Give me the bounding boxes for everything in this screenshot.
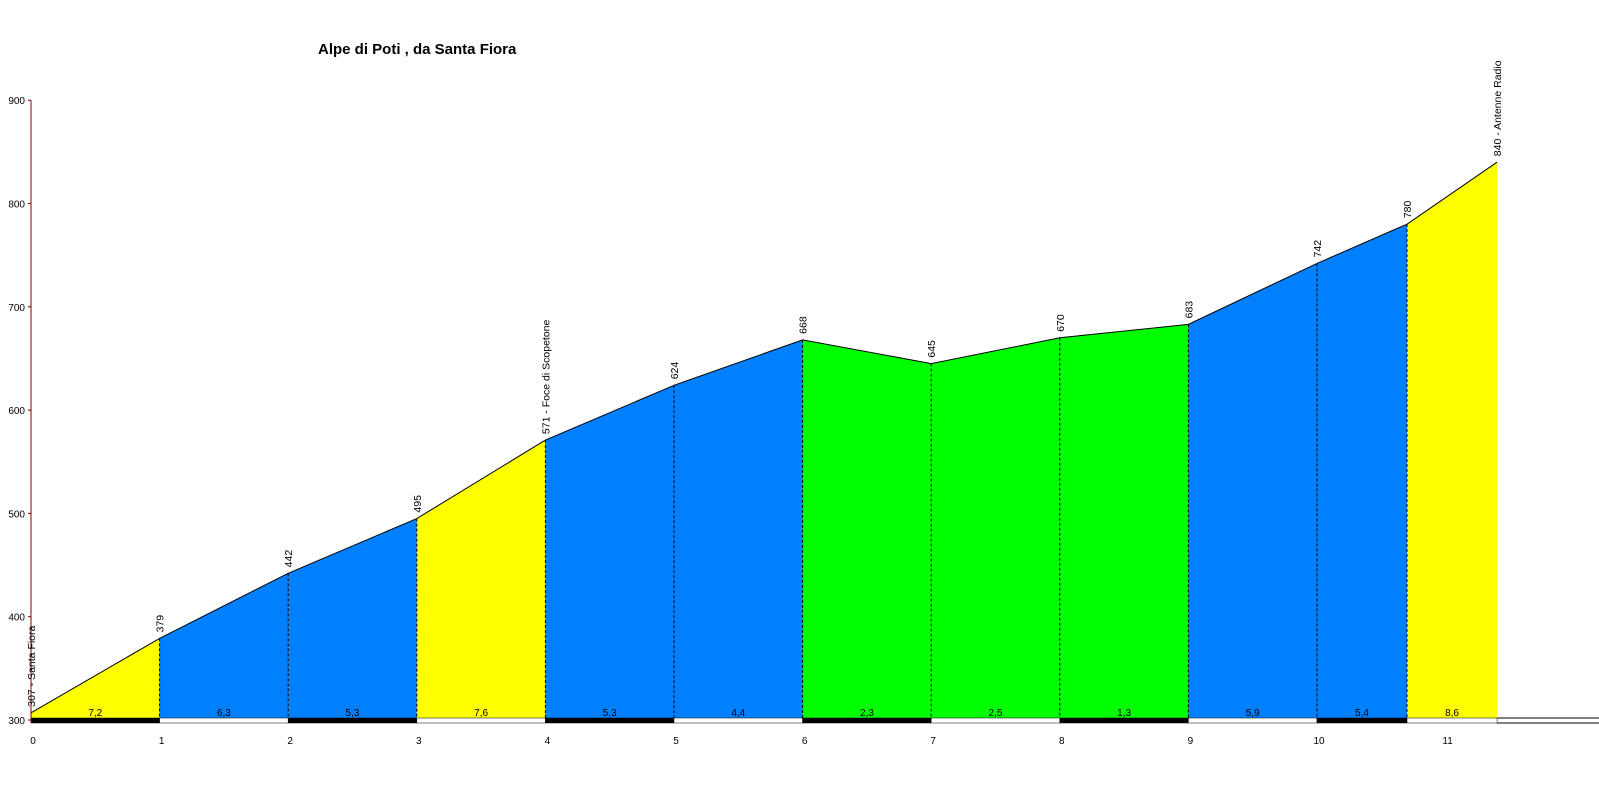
elevation-label: 495 [412,495,424,513]
segment-fill [159,573,289,720]
y-tick-label: 700 [8,303,25,314]
gradient-label: 7,2 [88,708,102,719]
x-tick-label: 1 [159,736,165,747]
segment-fill [674,339,803,720]
y-tick-label: 600 [8,406,25,417]
gradient-label: 5,3 [603,708,617,719]
segment-fill [1188,263,1317,720]
segment-fill [1407,162,1498,720]
y-tick-label: 500 [8,509,25,520]
elevation-label: 742 [1312,240,1324,258]
segment-fill [931,337,1060,720]
elevation-label: 379 [155,615,167,633]
x-tick-label: 0 [30,736,36,747]
segment-fill [802,339,932,720]
x-tick-label: 2 [287,736,293,747]
gradient-label: 4,4 [731,708,745,719]
segment-fill [545,385,674,720]
x-tick-label: 3 [416,736,422,747]
segment-fill [1317,224,1408,720]
y-tick-label: 300 [8,716,25,727]
elevation-label: 307 - Santa Fiora [26,625,38,706]
segment-fill [31,638,160,720]
gradient-label: 6,3 [217,708,231,719]
elevation-label: 645 [926,340,938,358]
gradient-label: 2,3 [860,708,874,719]
elevation-label: 668 [798,316,810,334]
x-tick-label: 8 [1059,736,1065,747]
elevation-label: 683 [1183,301,1195,319]
segment-fill [1059,324,1189,720]
gradient-label: 5,4 [1355,708,1369,719]
y-tick-label: 800 [8,200,25,211]
x-tick-label: 6 [802,736,808,747]
elevation-label: 442 [283,550,295,568]
km-bar-block [1406,717,1498,724]
gradient-label: 8,6 [1445,708,1459,719]
elevation-label: 780 [1402,200,1414,218]
x-tick-label: 7 [930,736,936,747]
gradient-label: 1,3 [1117,708,1131,719]
segment-fill [416,440,546,720]
elevation-label: 840 - Antenne Radio [1492,60,1504,156]
elevation-label: 624 [669,362,681,380]
gradient-label: 5,3 [346,708,360,719]
elevation-label: 670 [1055,314,1067,332]
x-tick-label: 9 [1188,736,1194,747]
gradient-label: 7,6 [474,708,488,719]
x-tick-label: 10 [1313,736,1325,747]
elevation-label: 571 - Foce di Scopetone [540,319,552,434]
x-tick-label: 4 [545,736,551,747]
profile-line [30,161,1498,714]
chart-title: Alpe di Poti , da Santa Fiora [318,41,517,58]
gradient-label: 2,5 [989,708,1003,719]
segment-fill [288,518,417,720]
x-tick-label: 11 [1442,736,1453,747]
y-tick-label: 400 [8,613,25,624]
y-tick-label: 900 [8,96,25,107]
x-tick-label: 5 [673,736,679,747]
gradient-label: 5,9 [1246,708,1260,719]
